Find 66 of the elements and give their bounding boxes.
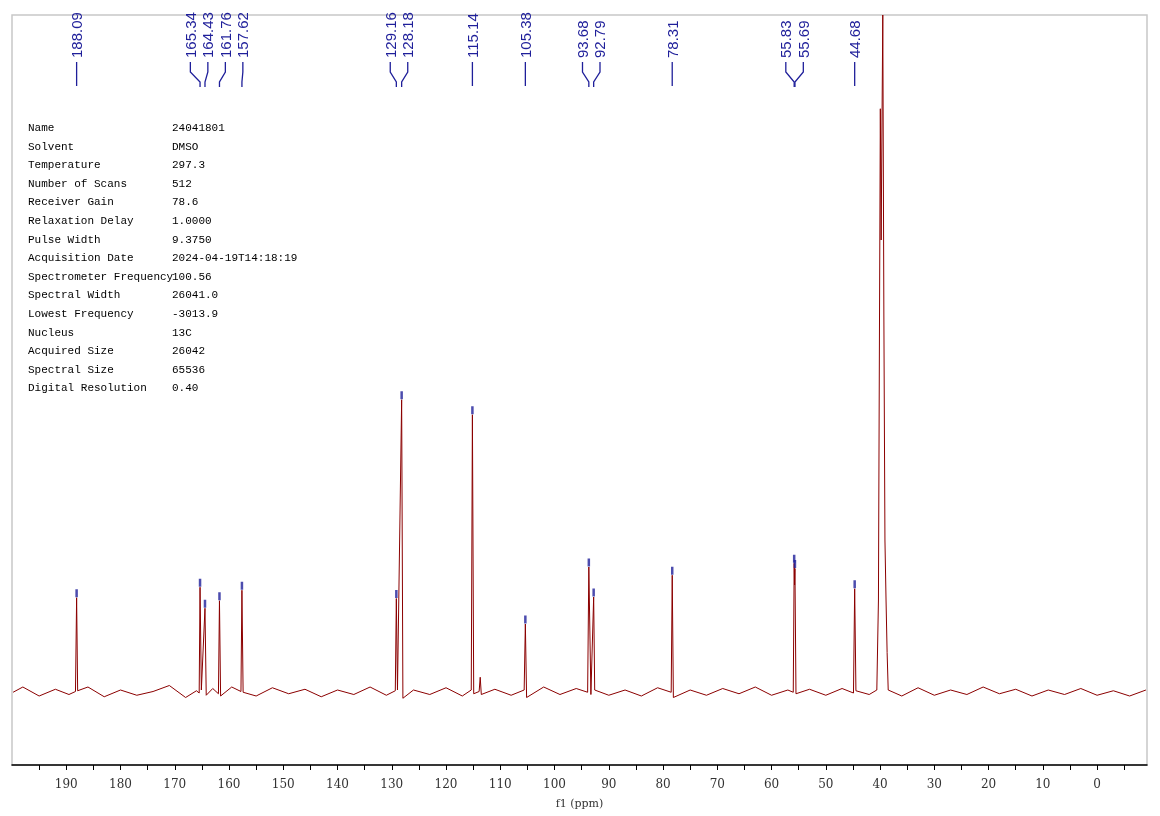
annotation: Spectral Size [28,363,114,376]
annotation: 44.68 [846,20,864,58]
annotation: 161.76 [216,12,234,58]
x-tick-label: 50 [818,777,834,791]
annotation: 55.69 [794,20,812,58]
annotation: 26042 [172,345,206,358]
annotation: Pulse Width [28,233,101,246]
x-tick-label: 60 [763,777,780,791]
annotation: 24041801 [172,122,226,134]
annotation: Receiver Gain [28,196,114,209]
annotation: 188.09 [68,12,86,58]
annotation: 128.18 [399,12,417,58]
annotation: 100.56 [172,270,212,283]
annotation: DMSO [172,140,199,153]
annotation: 157.62 [234,12,252,58]
annotation: Acquired Size [28,345,114,358]
annotation: 9.3750 [172,233,212,246]
annotation: Spectrometer Frequency [28,270,174,283]
annotation: 115.14 [463,13,481,58]
x-tick-label: 20 [980,777,997,791]
annotation: 297.3 [172,159,206,172]
x-tick-label: 160 [217,777,241,791]
x-axis-title: f1 (ppm) [555,797,604,810]
annotation: 93.68 [574,20,591,58]
x-tick-label: 40 [872,777,888,791]
annotation: Digital Resolution [28,382,147,395]
x-tick-label: 170 [163,777,187,791]
annotation: Nucleus [28,326,75,339]
annotation: 55.83 [777,20,795,58]
annotation: 92.79 [591,20,609,58]
annotation: 78.31 [663,20,681,58]
x-tick-label: 190 [54,777,78,791]
annotation: 105.38 [516,12,534,58]
x-tick-label: 0 [1093,777,1101,791]
annotation: 165.34 [181,12,199,58]
x-tick-label: 10 [1035,777,1051,791]
annotation: Relaxation Delay [28,215,135,227]
annotation: 1.0000 [172,215,212,227]
annotation: Temperature [28,159,101,172]
x-tick-label: 30 [926,777,942,791]
annotation: 164.43 [199,12,217,58]
annotation: 65536 [172,363,206,376]
annotation: Acquisition Date [28,252,134,265]
annotation: -3013.9 [172,308,219,320]
annotation: 0.40 [172,382,199,395]
annotation: 129.16 [381,12,399,58]
x-tick-label: 140 [326,777,349,791]
x-tick-label: 180 [109,777,132,791]
annotation: 13C [172,326,193,339]
annotation: 26041.0 [172,289,219,302]
x-tick-label: 70 [709,777,725,791]
x-tick-label: 150 [271,777,295,791]
annotation: Name [28,122,55,134]
annotation: Spectral Width [28,289,121,302]
annotation: 78.6 [172,196,199,209]
x-tick-label: 80 [655,777,671,791]
x-tick-label: 100 [543,777,566,791]
annotation: Lowest Frequency [28,308,135,320]
annotation: 2024-04-19T14:18:19 [172,252,298,265]
x-tick-label: 90 [601,777,617,791]
x-tick-label: 120 [434,777,458,791]
x-tick-label: 110 [488,777,512,791]
annotation: Solvent [28,140,75,153]
x-tick-label: 130 [380,777,404,791]
annotation: 512 [172,177,192,190]
annotation: Number of Scans [28,177,128,190]
